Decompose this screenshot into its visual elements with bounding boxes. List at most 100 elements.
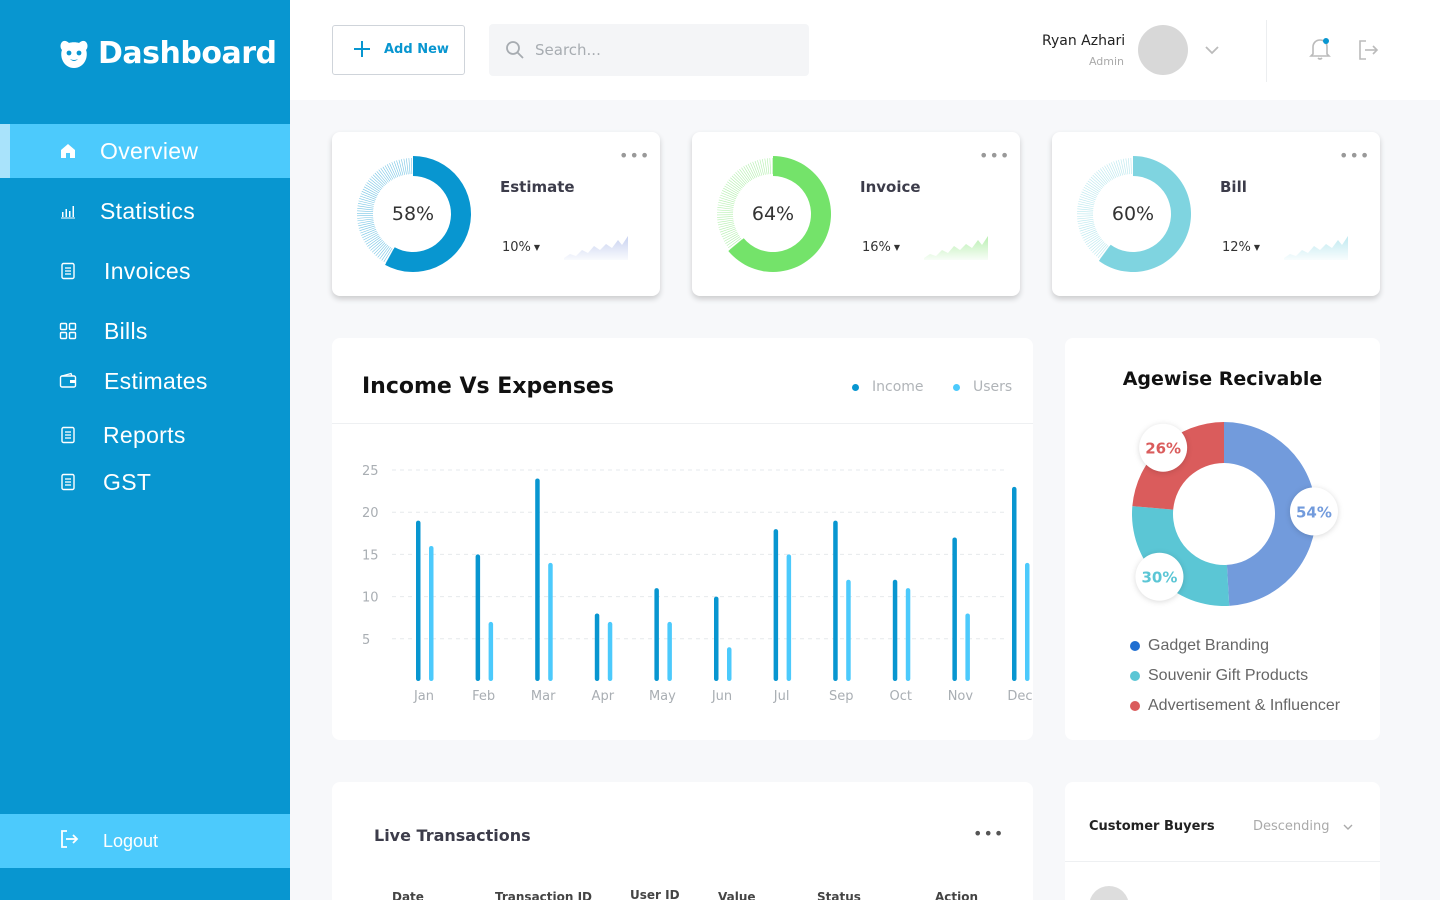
column-header[interactable]: Transaction ID [495,890,593,900]
pie-slice-1[interactable] [1132,506,1230,606]
more-icon[interactable]: ••• [979,146,1011,165]
stat-change: 12% ▼ [1222,240,1260,255]
bar-income-jun[interactable] [714,596,719,681]
bar-users-sep[interactable] [846,579,851,681]
stat-card-estimate: 58% Estimate 10% ▼ ••• [332,132,660,296]
donut-remainder [357,158,413,264]
estimate-donut [357,156,471,272]
bar-income-apr[interactable] [594,613,600,681]
logout-label: Logout [103,830,159,851]
sidebar-item-reports[interactable]: Reports [0,408,290,462]
y-tick-label: 25 [362,464,379,479]
bell-icon[interactable] [1308,36,1332,62]
customer-buyers-card: Customer Buyers Descending [1065,782,1380,900]
legend-dot [1130,671,1140,681]
sidebar-item-invoices[interactable]: Invoices [0,244,290,298]
stat-percent: 64% [751,203,795,225]
stat-title: Estimate [500,178,575,196]
sidebar-item-overview[interactable]: Overview [0,124,290,178]
sidebar-item-estimates[interactable]: Estimates [0,354,290,408]
sidebar-item-label: Overview [100,137,199,164]
bar-income-may[interactable] [654,588,659,681]
live-transactions-card: Live Transactions ••• Date Transaction I… [332,782,1033,900]
header-divider [1266,20,1267,82]
bar-users-jul[interactable] [786,554,792,681]
bar-users-apr[interactable] [607,621,613,681]
sparkline-area [564,236,628,260]
plus-icon [354,41,370,57]
legend-label: Income [872,379,924,395]
add-new-button[interactable]: Add New [332,25,465,75]
sort-dropdown[interactable]: Descending [1253,819,1354,834]
stat-change-value: 10% [502,240,531,255]
bar-users-dec[interactable] [1025,562,1030,681]
bar-users-jun[interactable] [727,647,732,681]
bar-users-may[interactable] [667,621,672,681]
bar-income-jan[interactable] [416,520,421,681]
bar-users-jan[interactable] [429,545,434,681]
sidebar-item-bills[interactable]: Bills [0,304,290,358]
bar-users-feb[interactable] [488,621,494,681]
bar-income-sep[interactable] [833,520,838,681]
bar-income-jul[interactable] [773,529,779,681]
column-header[interactable]: Action [935,890,979,900]
bar-income-nov[interactable] [952,537,957,681]
stat-change: 10% ▼ [502,240,540,255]
avatar[interactable] [1138,25,1188,75]
chevron-down-icon [1343,824,1353,830]
pie-slice-0[interactable] [1224,422,1316,606]
more-icon[interactable]: ••• [973,824,1005,843]
bar-income-oct[interactable] [892,579,898,681]
document-icon [58,261,78,281]
search-box[interactable] [489,24,809,76]
slice-label-bubble [1289,487,1338,536]
legend-label: Souvenir Gift Products [1148,667,1309,684]
sidebar-item-gst[interactable]: GST [0,455,290,509]
legend-income[interactable]: Income [852,379,924,395]
sidebar-item-statistics[interactable]: Statistics [0,184,290,238]
sidebar-item-label: Statistics [100,197,196,224]
chevron-down-icon[interactable] [1204,42,1220,58]
bar-income-mar[interactable] [535,478,540,681]
card-title: Live Transactions [374,826,531,845]
legend-label: Gadget Branding [1148,637,1269,654]
legend-dot [1130,641,1140,651]
bar-users-nov[interactable] [965,613,970,681]
sidebar-item-label: Invoices [104,257,191,284]
more-icon[interactable]: ••• [1339,146,1371,165]
bar-users-oct[interactable] [905,588,911,681]
x-tick-label: May [649,689,676,704]
legend-users[interactable]: Users [953,379,1012,395]
slice-label: 26% [1145,440,1181,458]
donut-remainder [1076,158,1132,260]
top-header: Add New Ryan Azhari Admin [290,0,1440,100]
y-tick-label: 15 [362,548,379,563]
x-tick-label: Apr [592,689,615,704]
brand-logo[interactable]: Dashboard [58,36,277,71]
income-bar-chart: 5 10 15 20 25 Jan Feb Mar Apr May Jun Jul Sep Oct Nov D… [362,464,1033,704]
column-header[interactable]: Value [718,890,756,900]
donut-value-arc [1098,156,1191,272]
more-icon[interactable]: ••• [619,146,651,165]
caret-down-icon: ▼ [533,243,541,252]
donut-value-arc [728,156,831,272]
column-header[interactable]: Status [817,890,861,900]
sparkline-area [924,236,988,260]
logout-button[interactable]: Logout [0,814,290,868]
agewise-card: Agewise Recivable 54% 30% 26% Gadget Brand… [1065,338,1380,740]
income-expenses-card: Income Vs Expenses Income Users 5 10 15 20 2… [332,338,1033,740]
x-tick-label: Dec [1007,689,1032,704]
stat-change-value: 16% [862,240,891,255]
slice-label: 54% [1296,503,1332,521]
sparkline [924,236,988,260]
bar-users-mar[interactable] [548,562,553,681]
exit-icon[interactable] [1356,38,1380,62]
search-input[interactable] [535,38,795,62]
caret-down-icon: ▼ [893,243,901,252]
column-header[interactable]: User ID [630,888,680,900]
user-role: Admin [1088,55,1124,68]
column-header[interactable]: Date [392,890,424,900]
bar-income-feb[interactable] [475,554,481,681]
bar-income-dec[interactable] [1012,486,1017,681]
avatar [1089,886,1129,900]
